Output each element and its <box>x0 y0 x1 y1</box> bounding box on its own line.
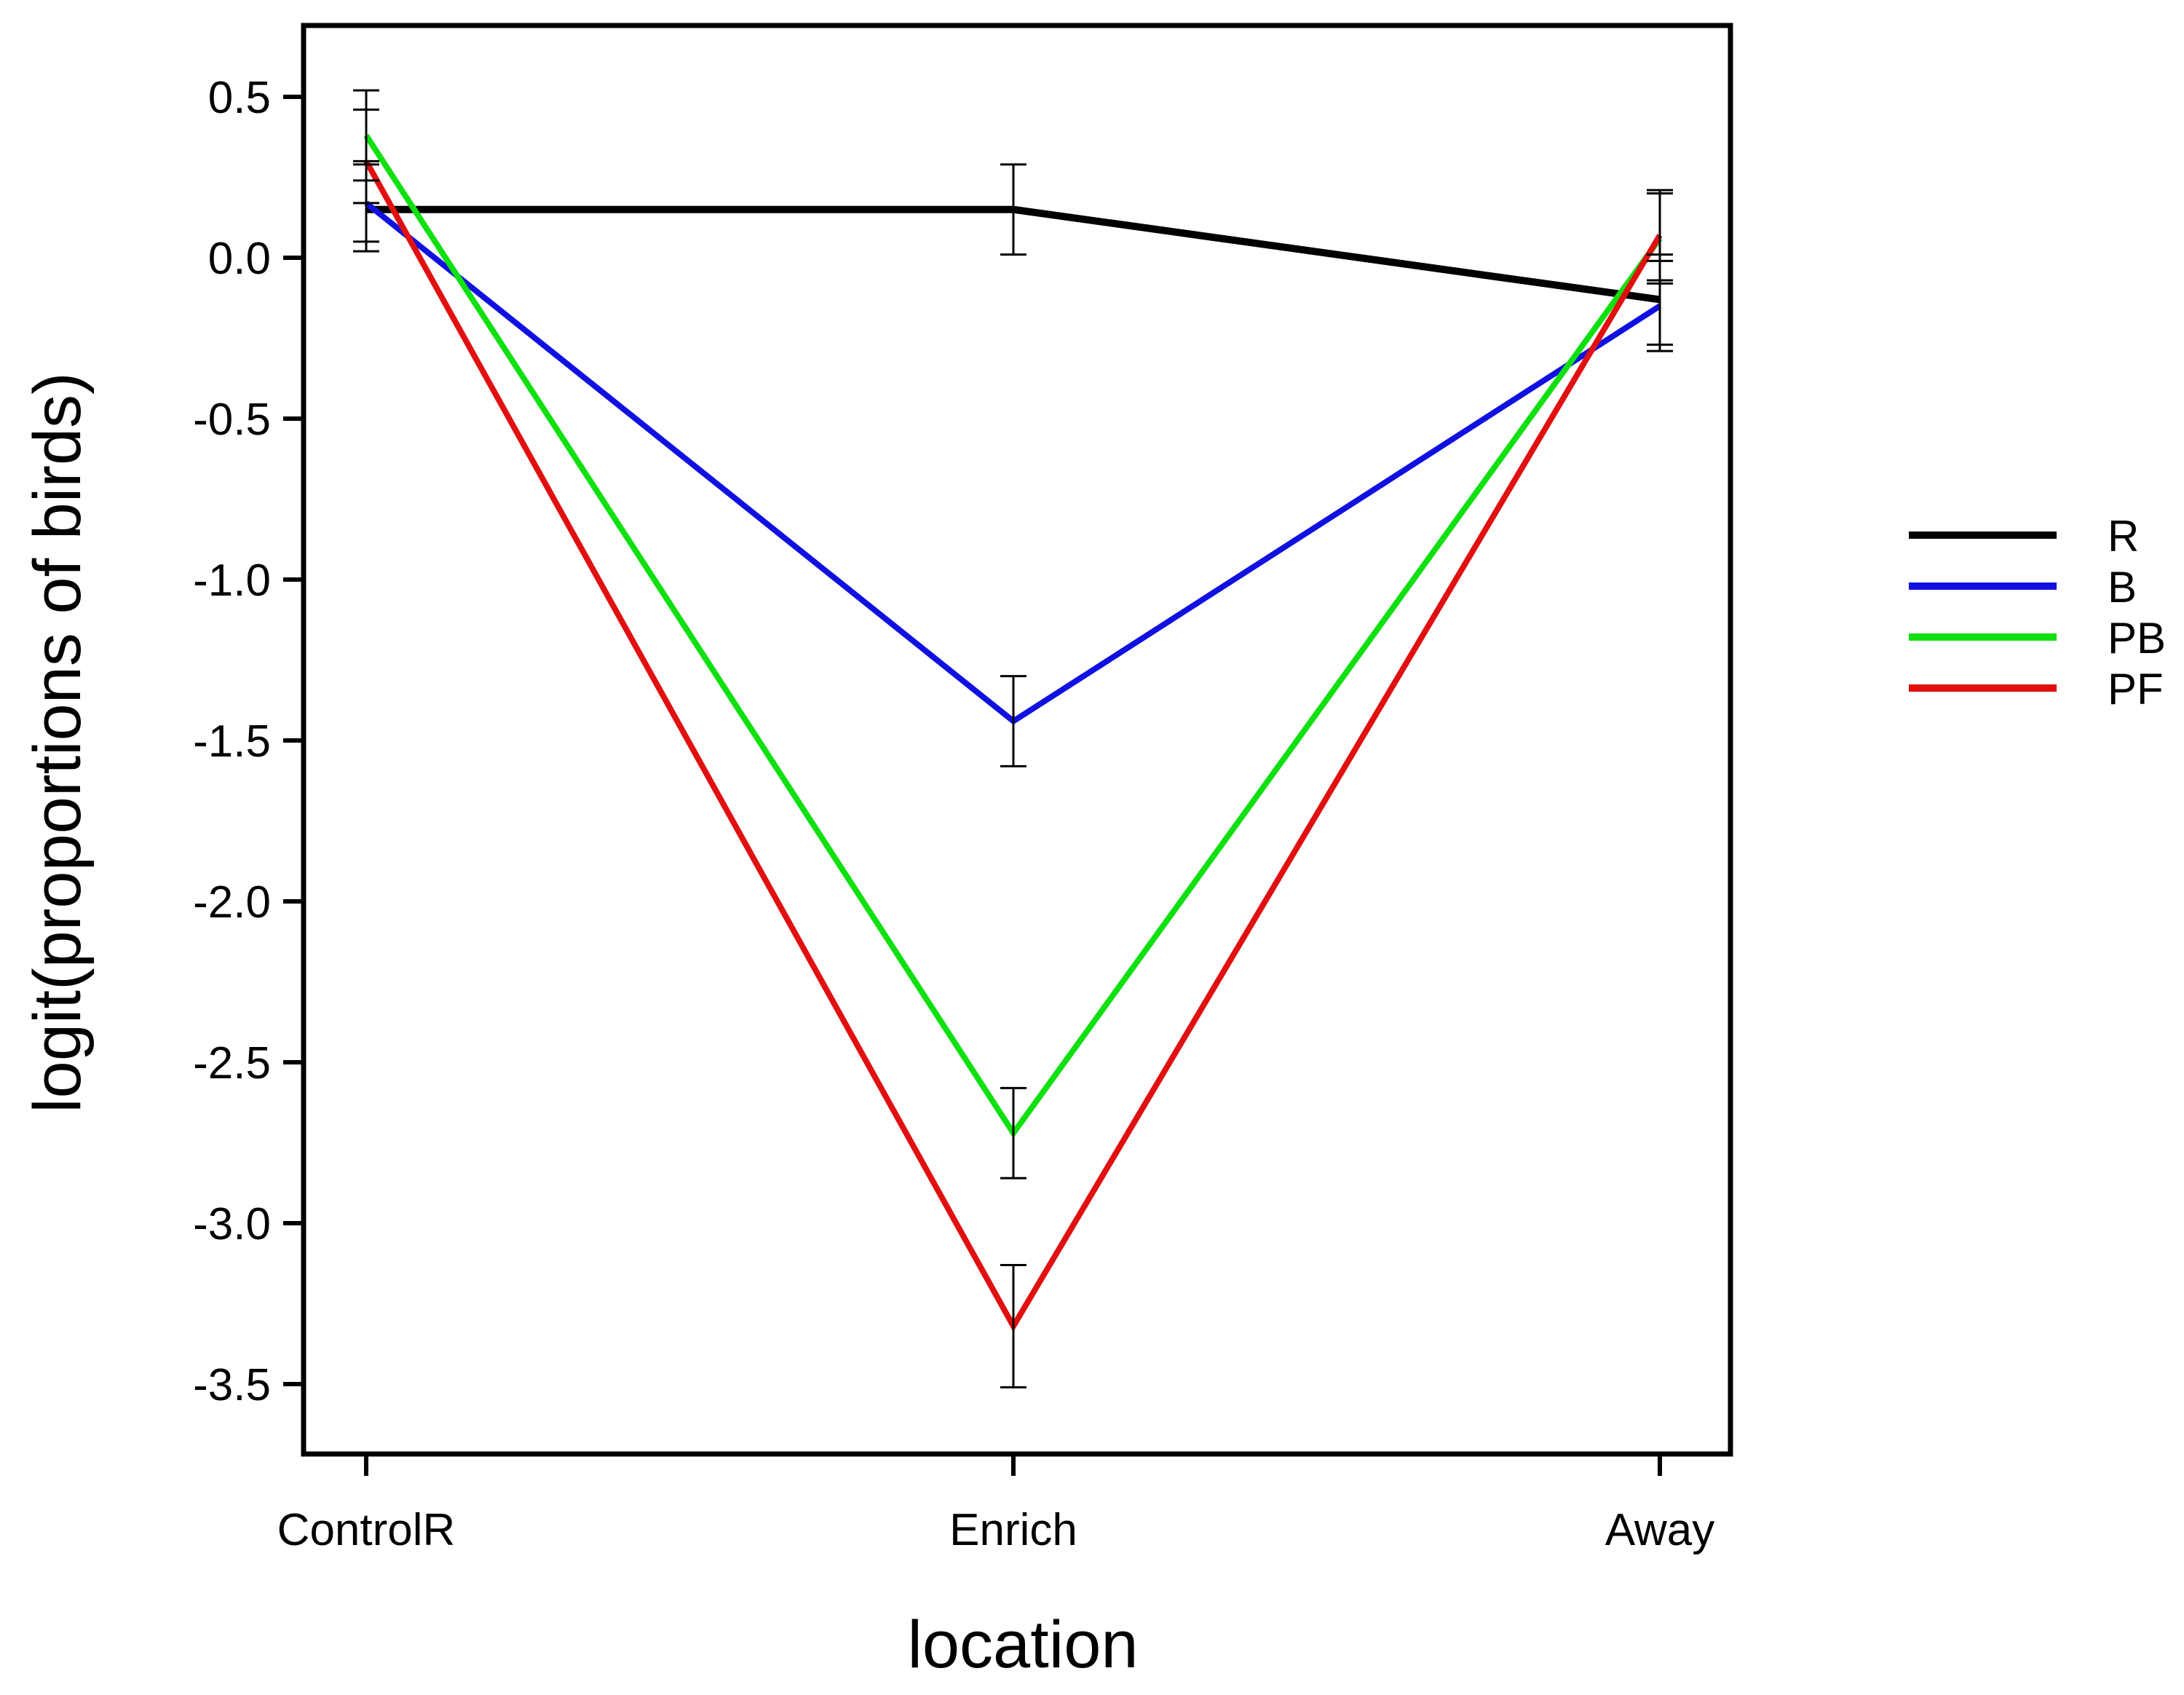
errorbar-layer <box>353 89 1673 1388</box>
x-tick-label: Enrich <box>949 1505 1077 1555</box>
y-tick-label: -1.0 <box>193 556 271 606</box>
y-tick-label: -2.0 <box>193 877 271 928</box>
legend-label-pf: PF <box>2108 665 2164 714</box>
legend-label-b: B <box>2108 563 2137 612</box>
x-tick-label: Away <box>1605 1505 1715 1555</box>
x-axis-title: location <box>907 1608 1138 1682</box>
y-tick-label: -3.5 <box>193 1360 271 1410</box>
series-line-pb <box>363 133 1663 1139</box>
error-bar-r <box>1000 163 1026 256</box>
plot-frame <box>301 23 1733 1457</box>
error-bar-pb <box>1000 1086 1026 1180</box>
legend-label-pb: PB <box>2108 614 2166 663</box>
y-tick-label: -0.5 <box>193 395 271 445</box>
legend-label-r: R <box>2108 512 2139 561</box>
error-bar-b <box>1000 675 1026 767</box>
y-tick-label: 0.0 <box>208 234 271 284</box>
x-axis: ControlR Enrich Away <box>277 1454 1715 1555</box>
x-tick-label: ControlR <box>277 1505 456 1555</box>
y-axis-title: logit(proportions of birds) <box>20 372 95 1113</box>
error-bar-pf <box>353 108 379 205</box>
y-tick-label: 0.5 <box>208 73 271 123</box>
y-axis: 0.5 0.0 -0.5 -1.0 -1.5 -2.0 -2.5 -3.0 -3.5 <box>193 73 304 1410</box>
y-tick-label: -2.5 <box>193 1038 271 1088</box>
error-bar-pf <box>1000 1263 1026 1388</box>
series-line-b <box>364 200 1662 725</box>
y-tick-label: -3.0 <box>193 1199 271 1249</box>
y-tick-label: -1.5 <box>193 716 271 767</box>
error-bar-pf <box>1647 189 1673 282</box>
